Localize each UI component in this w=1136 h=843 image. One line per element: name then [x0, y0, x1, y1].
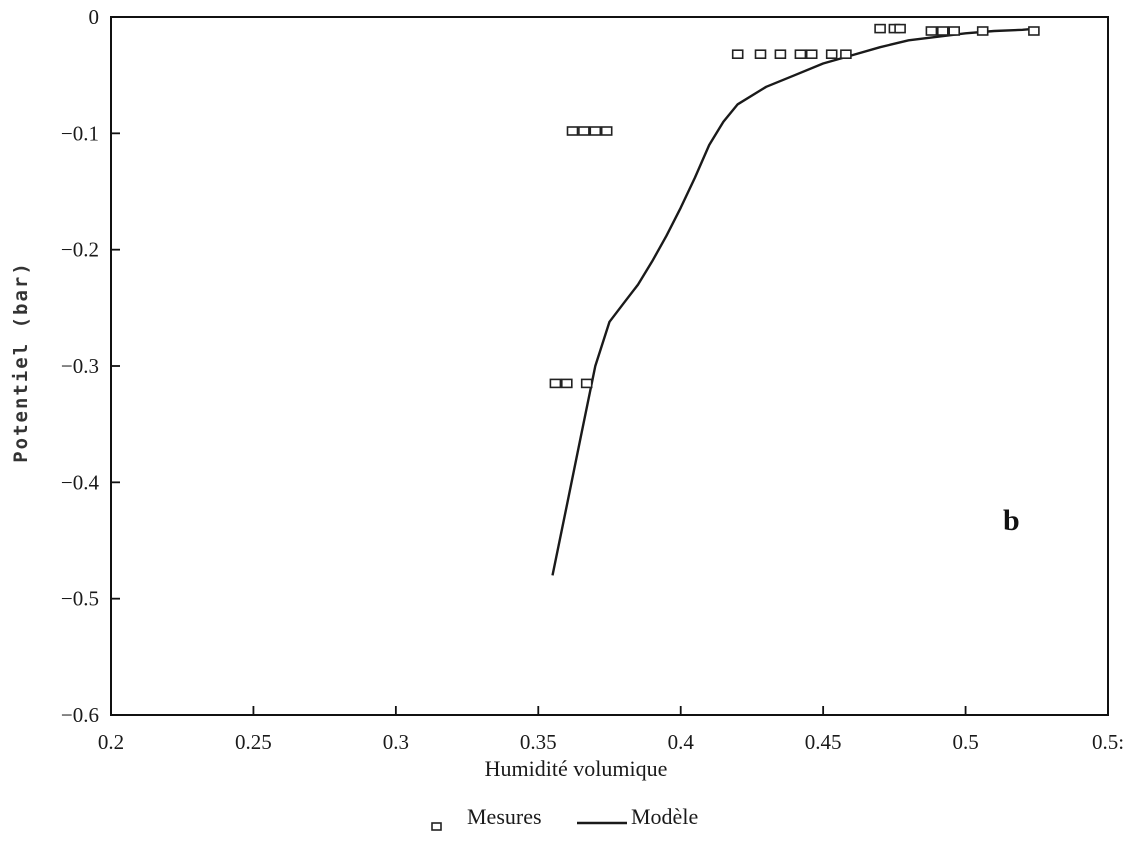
legend-label-mesures: Mesures: [467, 804, 542, 829]
measure-point-10: [794, 49, 807, 60]
x-tick-label-5: 0.45: [805, 730, 842, 754]
x-tick-label-1: 0.25: [235, 730, 272, 754]
measure-point-18: [936, 26, 949, 36]
x-axis-ticks: 0.2 0.25 0.3 0.35 0.4 0.45 0.5 0.5:: [98, 706, 1124, 754]
y-tick-label-3: −0.3: [61, 354, 99, 378]
measure-point-3: [566, 126, 579, 136]
measure-point-2: [580, 378, 593, 389]
measure-point-13: [840, 49, 852, 60]
measure-point-1: [560, 378, 573, 389]
legend-label-modele: Modèle: [631, 804, 698, 829]
x-tick-label-6: 0.5: [952, 730, 978, 754]
measure-point-19: [948, 26, 961, 36]
y-axis-label: Potentiel (bar): [10, 261, 32, 463]
x-tick-label-3: 0.35: [520, 730, 557, 754]
y-tick-label-0: 0: [89, 5, 100, 29]
x-tick-label-0: 0.2: [98, 730, 124, 754]
plot-frame: [110, 16, 1109, 716]
measure-point-20: [976, 26, 989, 36]
y-axis-ticks: 0 −0.1 −0.2 −0.3 −0.4 −0.5 −0.6: [61, 5, 120, 727]
measure-point-21: [1028, 26, 1040, 36]
panel-label: b: [1003, 504, 1020, 537]
model-line: [551, 27, 1037, 576]
measure-point-8: [754, 49, 767, 60]
y-tick-label-4: −0.4: [61, 470, 100, 494]
x-tick-label-2: 0.3: [383, 730, 409, 754]
y-tick-label-1: −0.1: [61, 121, 99, 145]
measure-point-4: [578, 126, 590, 136]
measure-point-5: [589, 126, 602, 136]
x-tick-label-4: 0.4: [668, 730, 695, 754]
measure-point-9: [774, 49, 787, 60]
measure-point-12: [825, 49, 838, 60]
measures-series: [549, 23, 1040, 389]
measure-point-0: [549, 378, 562, 389]
measure-point-11: [805, 49, 818, 60]
measure-point-7: [731, 49, 744, 60]
measure-point-6: [600, 126, 613, 136]
model-series: [551, 27, 1037, 576]
y-tick-label-2: −0.2: [61, 238, 99, 262]
x-tick-label-7: 0.5:: [1092, 730, 1124, 754]
legend-marker-swatch: [431, 822, 442, 831]
measure-point-16: [894, 23, 906, 34]
y-tick-label-6: −0.6: [61, 703, 99, 727]
measure-point-14: [874, 23, 886, 34]
x-axis-label: Humidité volumique: [485, 756, 668, 781]
y-tick-label-5: −0.5: [61, 587, 99, 611]
legend: Mesures Modèle: [431, 804, 698, 831]
measure-point-17: [925, 26, 938, 36]
